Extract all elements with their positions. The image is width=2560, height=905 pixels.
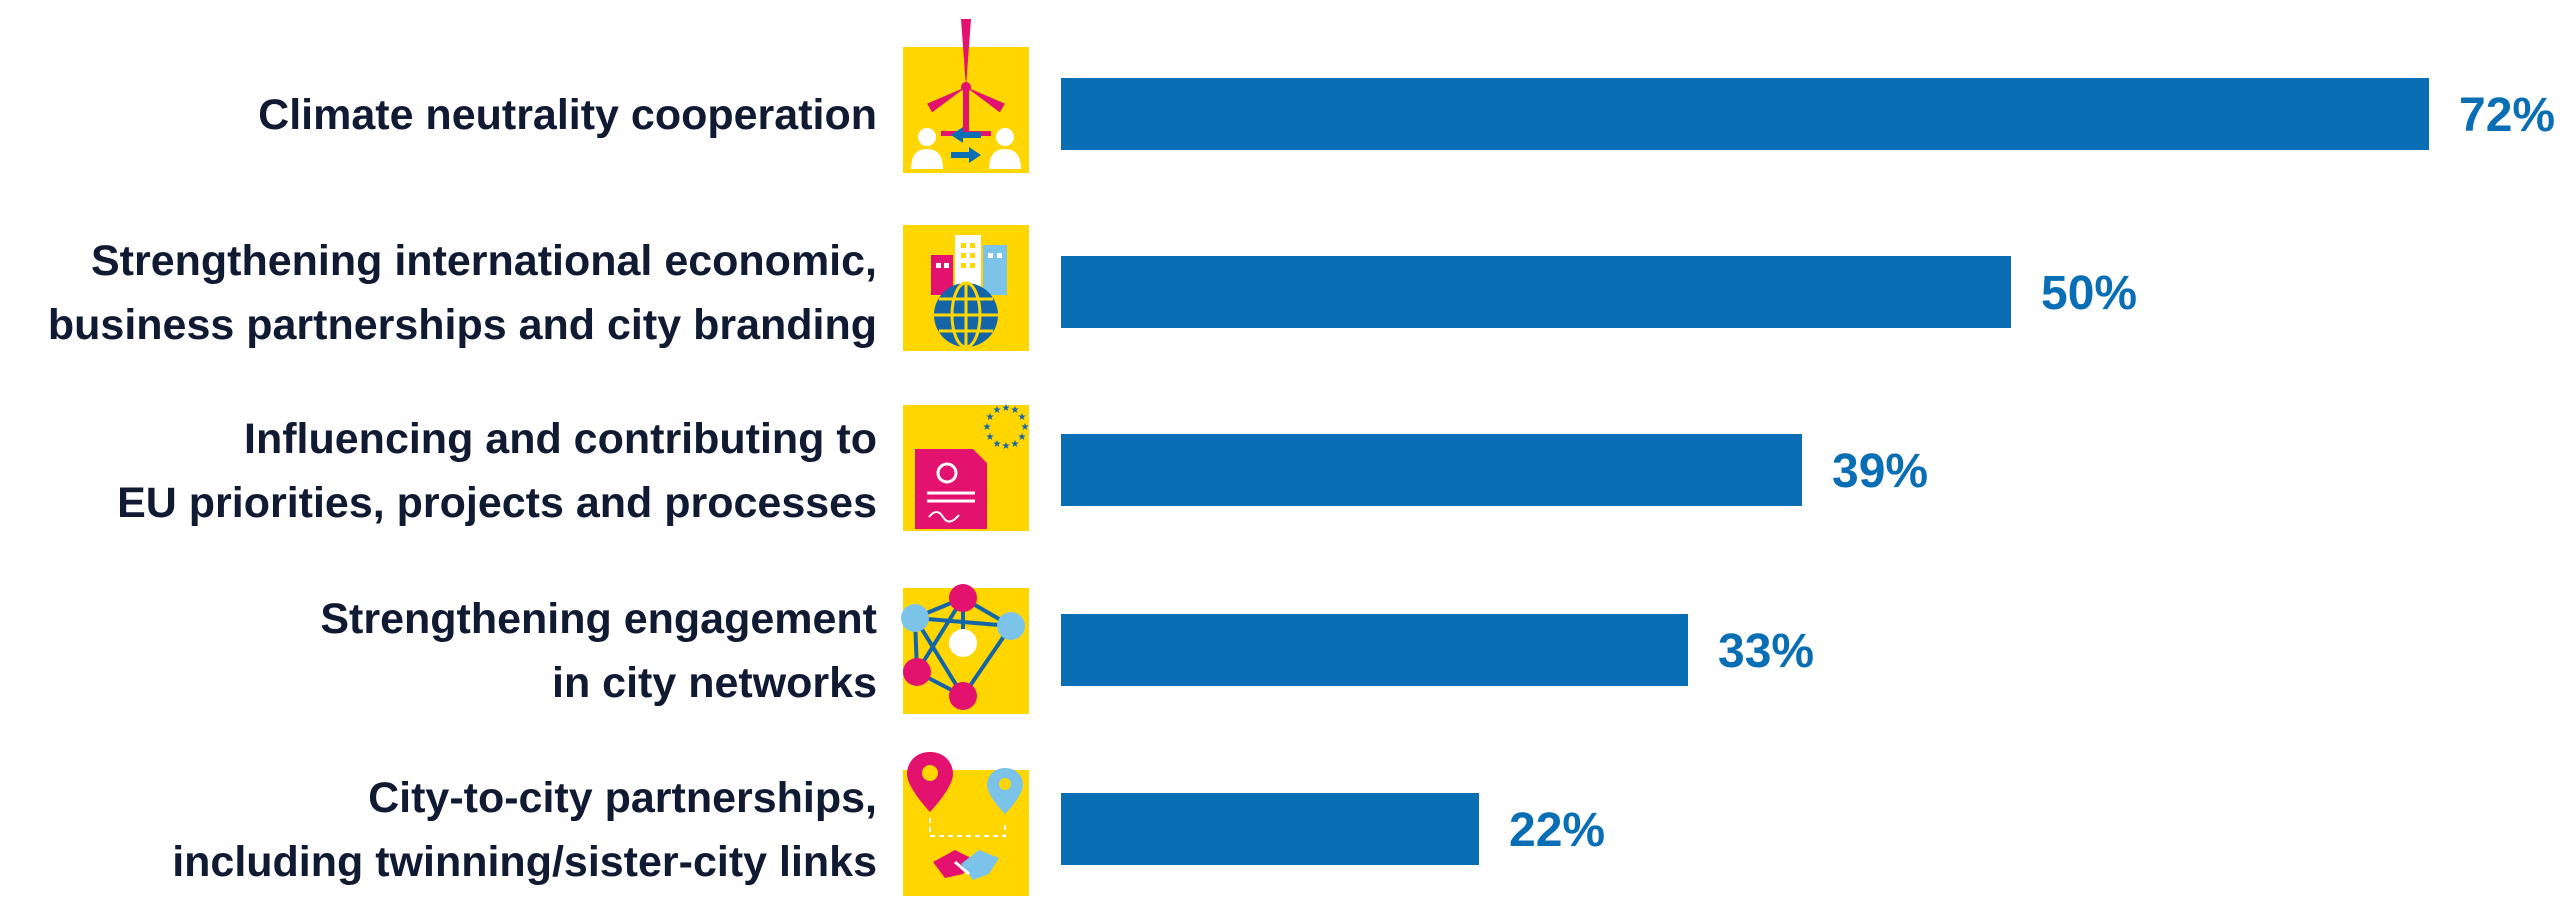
svg-text:★: ★ [983,422,992,433]
eu-document-icon: ★ ★ ★ ★ ★ ★ ★ ★ ★ ★ ★ ★ [903,403,1030,531]
svg-text:★: ★ [1011,405,1020,416]
svg-text:★: ★ [1018,432,1027,443]
bar [1061,793,1479,865]
value-labels: 72% 50% 39% 33% 22% [1509,89,2555,857]
svg-text:★: ★ [993,439,1002,450]
svg-text:★: ★ [1018,412,1027,423]
svg-text:★: ★ [986,412,995,423]
svg-text:★: ★ [1002,403,1011,414]
category-label: including twinning/sister-city links [172,838,877,886]
svg-text:★: ★ [1021,422,1030,433]
bar [1061,434,1802,506]
svg-text:★: ★ [986,432,995,443]
category-icons: ★ ★ ★ ★ ★ ★ ★ ★ ★ ★ ★ ★ [901,19,1030,896]
wind-turbine-exchange-icon [903,19,1029,173]
value-label: 39% [1832,445,1928,498]
category-label: EU priorities, projects and processes [117,479,877,527]
category-label: in city networks [552,659,877,707]
city-globe-icon [903,225,1029,351]
value-label: 50% [2041,267,2137,320]
network-nodes-icon [901,584,1029,714]
category-label: Strengthening international economic, [91,237,877,285]
category-label: City-to-city partnerships, [368,774,877,822]
bars [1061,78,2429,865]
category-label: Climate neutrality cooperation [258,91,877,139]
bar [1061,256,2011,328]
svg-text:★: ★ [1011,439,1020,450]
category-label: business partnerships and city branding [48,301,877,349]
category-label: Influencing and contributing to [244,415,877,463]
bar [1061,78,2429,150]
svg-text:★: ★ [1002,441,1011,452]
category-label: Strengthening engagement [320,595,877,643]
map-pins-handshake-icon [903,752,1029,896]
value-label: 33% [1718,625,1814,678]
value-label: 22% [1509,804,1605,857]
value-label: 72% [2459,89,2555,142]
category-labels: Climate neutrality cooperation Strengthen… [48,91,877,886]
svg-text:★: ★ [993,405,1002,416]
bar [1061,614,1688,686]
